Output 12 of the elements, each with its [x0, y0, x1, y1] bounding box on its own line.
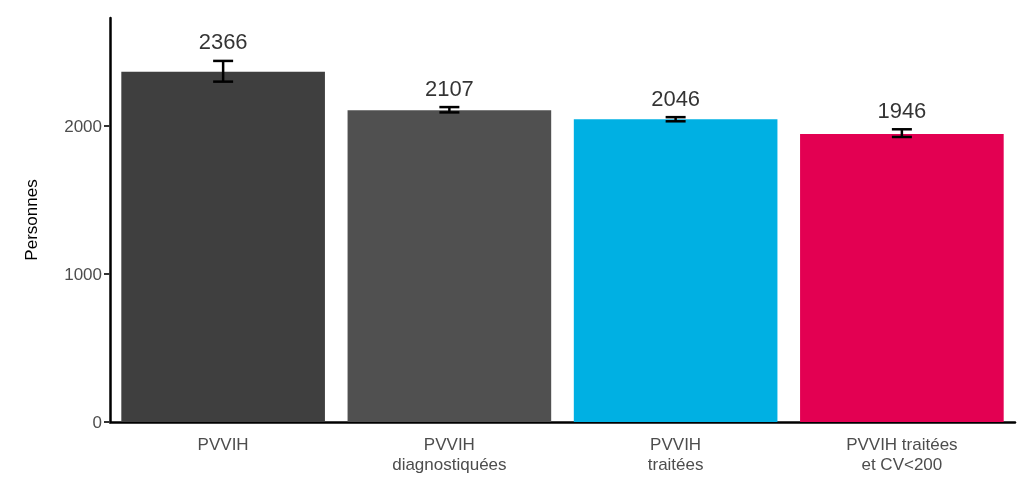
- y-tick-label: 1000: [64, 264, 102, 284]
- x-tick-label: PVVIH traitées et CV<200: [846, 434, 958, 474]
- x-tick-label: PVVIH: [197, 434, 249, 454]
- data-label: 2366: [198, 29, 248, 55]
- x-tick-label: PVVIH traitées: [647, 434, 704, 474]
- data-label: 1946: [877, 97, 927, 123]
- x-tick-label: PVVIH diagnostiquées: [392, 434, 507, 474]
- y-tick-label: 0: [92, 412, 102, 432]
- data-label: 2107: [424, 75, 474, 101]
- y-tick-label: 2000: [64, 116, 102, 136]
- y-axis-title: Personnes: [22, 179, 41, 261]
- data-label: 2046: [651, 85, 701, 111]
